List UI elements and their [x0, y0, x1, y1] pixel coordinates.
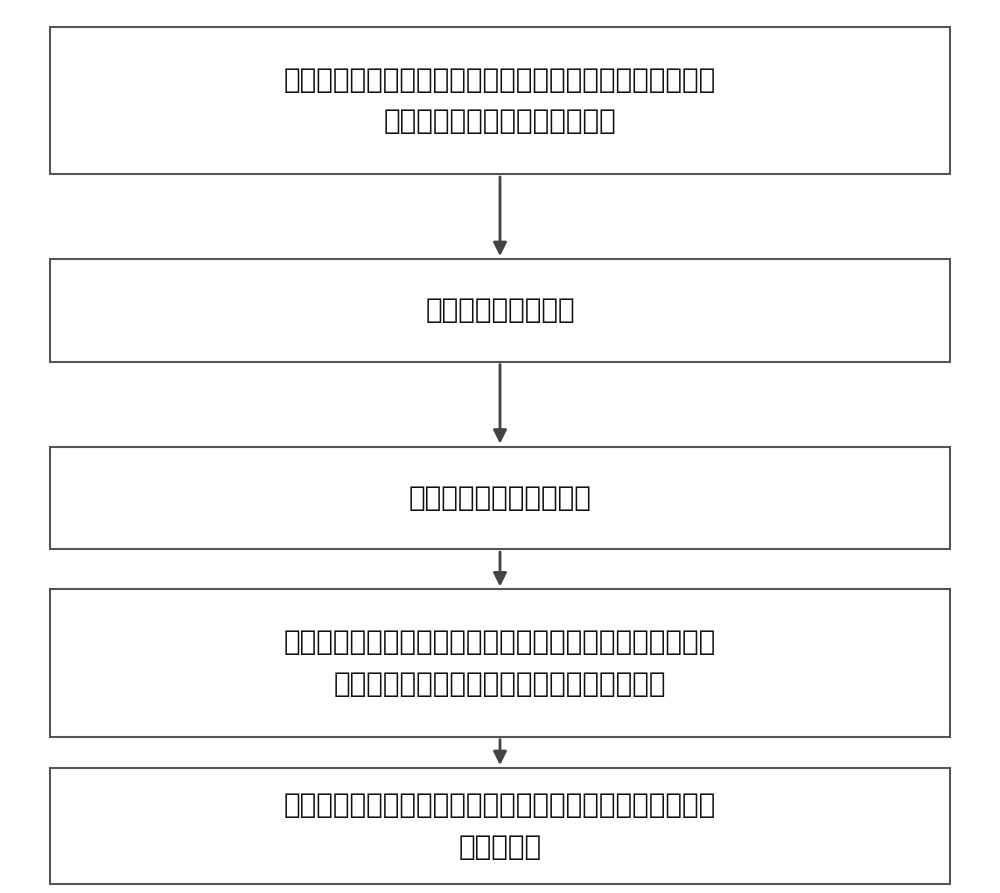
- Text: 根据梯度对速度场模型参数进行迭代更新，直至数据残差达
到设定阈值: 根据梯度对速度场模型参数进行迭代更新，直至数据残差达 到设定阈值: [284, 791, 716, 861]
- Text: 基于观测数据和模拟数据，构建表征所述观测数据与所述模
拟数据之间数据残差的目标函数: 基于观测数据和模拟数据，构建表征所述观测数据与所述模 拟数据之间数据残差的目标函…: [284, 66, 716, 135]
- FancyBboxPatch shape: [50, 768, 950, 884]
- FancyBboxPatch shape: [50, 446, 950, 549]
- Text: 获得虚拟震源的反传波场: 获得虚拟震源的反传波场: [409, 484, 591, 512]
- FancyBboxPatch shape: [50, 259, 950, 362]
- FancyBboxPatch shape: [50, 27, 950, 174]
- FancyBboxPatch shape: [50, 589, 950, 737]
- Text: 根据正传波场、反传波场和目标函数关于速度场模型参数的
梯度计算表达式，计算速度场模型参数的梯度: 根据正传波场、反传波场和目标函数关于速度场模型参数的 梯度计算表达式，计算速度场…: [284, 629, 716, 697]
- Text: 获取震源的正传波场: 获取震源的正传波场: [425, 296, 575, 324]
